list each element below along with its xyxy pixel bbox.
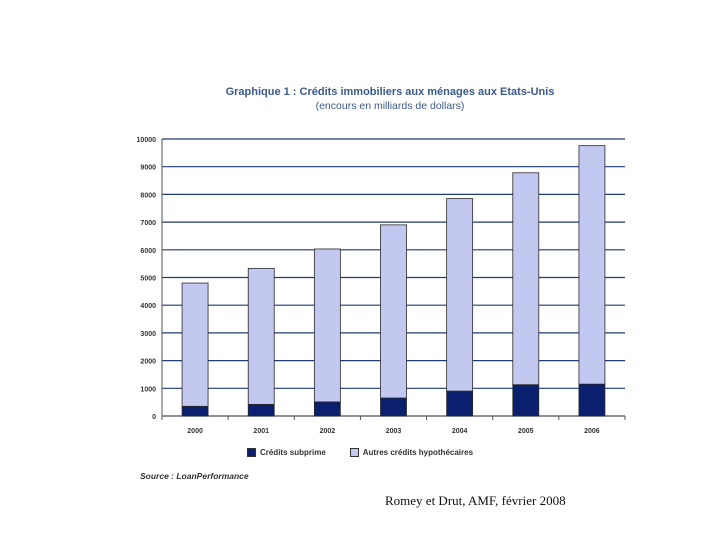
legend-item-autres: Autres crédits hypothécaires <box>349 448 474 457</box>
legend-label-subprime: Crédits subprime <box>259 448 326 457</box>
y-tick-label-3: 3000 <box>140 331 156 338</box>
x-tick-label-2000: 2000 <box>187 428 203 435</box>
bar-2004-autres <box>446 198 474 392</box>
x-tick-label-2004: 2004 <box>452 428 468 435</box>
bar-2000-subprime <box>181 405 209 417</box>
legend-item-subprime: Crédits subprime <box>246 448 326 457</box>
y-tick-label-0: 0 <box>152 414 156 421</box>
x-tick-label-2005: 2005 <box>518 428 534 435</box>
bar-2002-subprime <box>313 401 341 417</box>
bar-2000-autres <box>181 282 209 407</box>
y-tick-label-1: 1000 <box>140 386 156 393</box>
y-tick-label-7: 7000 <box>140 220 156 227</box>
y-tick-label-5: 5000 <box>140 276 156 283</box>
bar-2006-autres <box>578 145 606 385</box>
y-tick-label-2: 2000 <box>140 359 156 366</box>
source-note: Source : LoanPerformance <box>140 471 249 481</box>
citation: Romey et Drut, AMF, février 2008 <box>385 493 566 508</box>
chart-title: Graphique 1 : Crédits immobiliers aux mé… <box>225 86 555 98</box>
bar-2001-subprime <box>247 403 275 417</box>
x-tick-label-2001: 2001 <box>253 428 269 435</box>
y-tick-label-8: 8000 <box>140 192 156 199</box>
chart-subtitle: (encours en milliards de dollars) <box>315 100 465 112</box>
legend-label-autres: Autres crédits hypothécaires <box>362 448 474 457</box>
y-tick-label-9: 9000 <box>140 165 156 172</box>
y-tick-label-6: 6000 <box>140 248 156 255</box>
bar-2001-autres <box>247 267 275 405</box>
bar-2003-autres <box>380 224 407 399</box>
bar-2006-subprime <box>578 383 606 417</box>
x-tick-label-2006: 2006 <box>584 428 600 435</box>
legend: Crédits subprime Autres crédits hypothéc… <box>0 448 720 457</box>
bar-2005-subprime <box>512 384 540 417</box>
bar-2002-autres <box>313 248 341 403</box>
x-tick-label-2002: 2002 <box>320 428 336 435</box>
bar-2003-subprime <box>380 397 407 417</box>
legend-swatch-subprime <box>246 448 256 457</box>
y-tick-label-10: 10000 <box>137 137 157 144</box>
x-tick-label-2003: 2003 <box>386 428 402 435</box>
bar-2005-autres <box>512 172 540 386</box>
y-tick-label-4: 4000 <box>140 303 156 310</box>
legend-swatch-autres <box>349 448 359 457</box>
bar-2004-subprime <box>446 390 474 417</box>
